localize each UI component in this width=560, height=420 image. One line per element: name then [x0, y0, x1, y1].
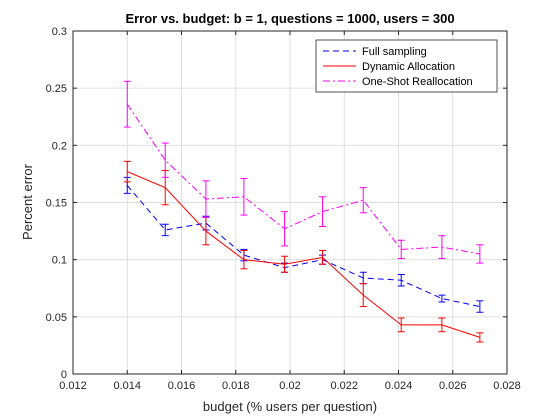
x-tick-label: 0.022 [330, 380, 358, 392]
series-line [127, 171, 481, 338]
x-axis-label: budget (% users per question) [203, 399, 377, 414]
series-layer [123, 80, 484, 343]
y-tick-label: 0.05 [46, 312, 67, 324]
x-tick-label: 0.02 [279, 380, 300, 392]
series-line [126, 103, 480, 255]
x-tick-label: 0.026 [439, 380, 467, 392]
error-bar [161, 142, 169, 178]
error-bar [161, 223, 169, 237]
error-bar [476, 300, 484, 313]
x-tick-label: 0.014 [113, 380, 141, 392]
y-tick-label: 0 [61, 369, 67, 381]
series-line [126, 185, 480, 308]
chart-title: Error vs. budget: b = 1, questions = 100… [125, 11, 454, 26]
y-axis-label: Percent error [20, 163, 35, 240]
y-axis: 0 0.05 0.1 0.15 0.2 0.25 0.3 [46, 26, 507, 381]
series-1 [123, 160, 484, 343]
x-tick-label: 0.016 [168, 380, 196, 392]
x-tick-label: 0.024 [385, 380, 413, 392]
error-bar [397, 239, 405, 260]
legend: Full sampling Dynamic Allocation One-Shot … [315, 39, 498, 93]
y-tick-label: 0.2 [52, 140, 67, 152]
x-tick-label: 0.012 [59, 380, 87, 392]
x-axis: 0.012 0.014 0.016 0.018 0.02 0.022 0.024 0.026 0… [59, 31, 521, 392]
error-bar [359, 187, 367, 214]
error-bar [240, 177, 248, 216]
y-tick-label: 0.15 [46, 198, 67, 210]
y-tick-label: 0.3 [52, 26, 67, 38]
legend-label: One-Shot Reallocation [362, 76, 473, 88]
legend-label: Full sampling [362, 46, 427, 58]
x-tick-label: 0.028 [493, 380, 521, 392]
series-2 [123, 80, 484, 264]
y-tick-label: 0.1 [52, 255, 67, 267]
error-bar [438, 294, 446, 303]
legend-label: Dynamic Allocation [362, 61, 455, 73]
x-tick-label: 0.018 [222, 380, 250, 392]
y-tick-label: 0.25 [46, 83, 67, 95]
